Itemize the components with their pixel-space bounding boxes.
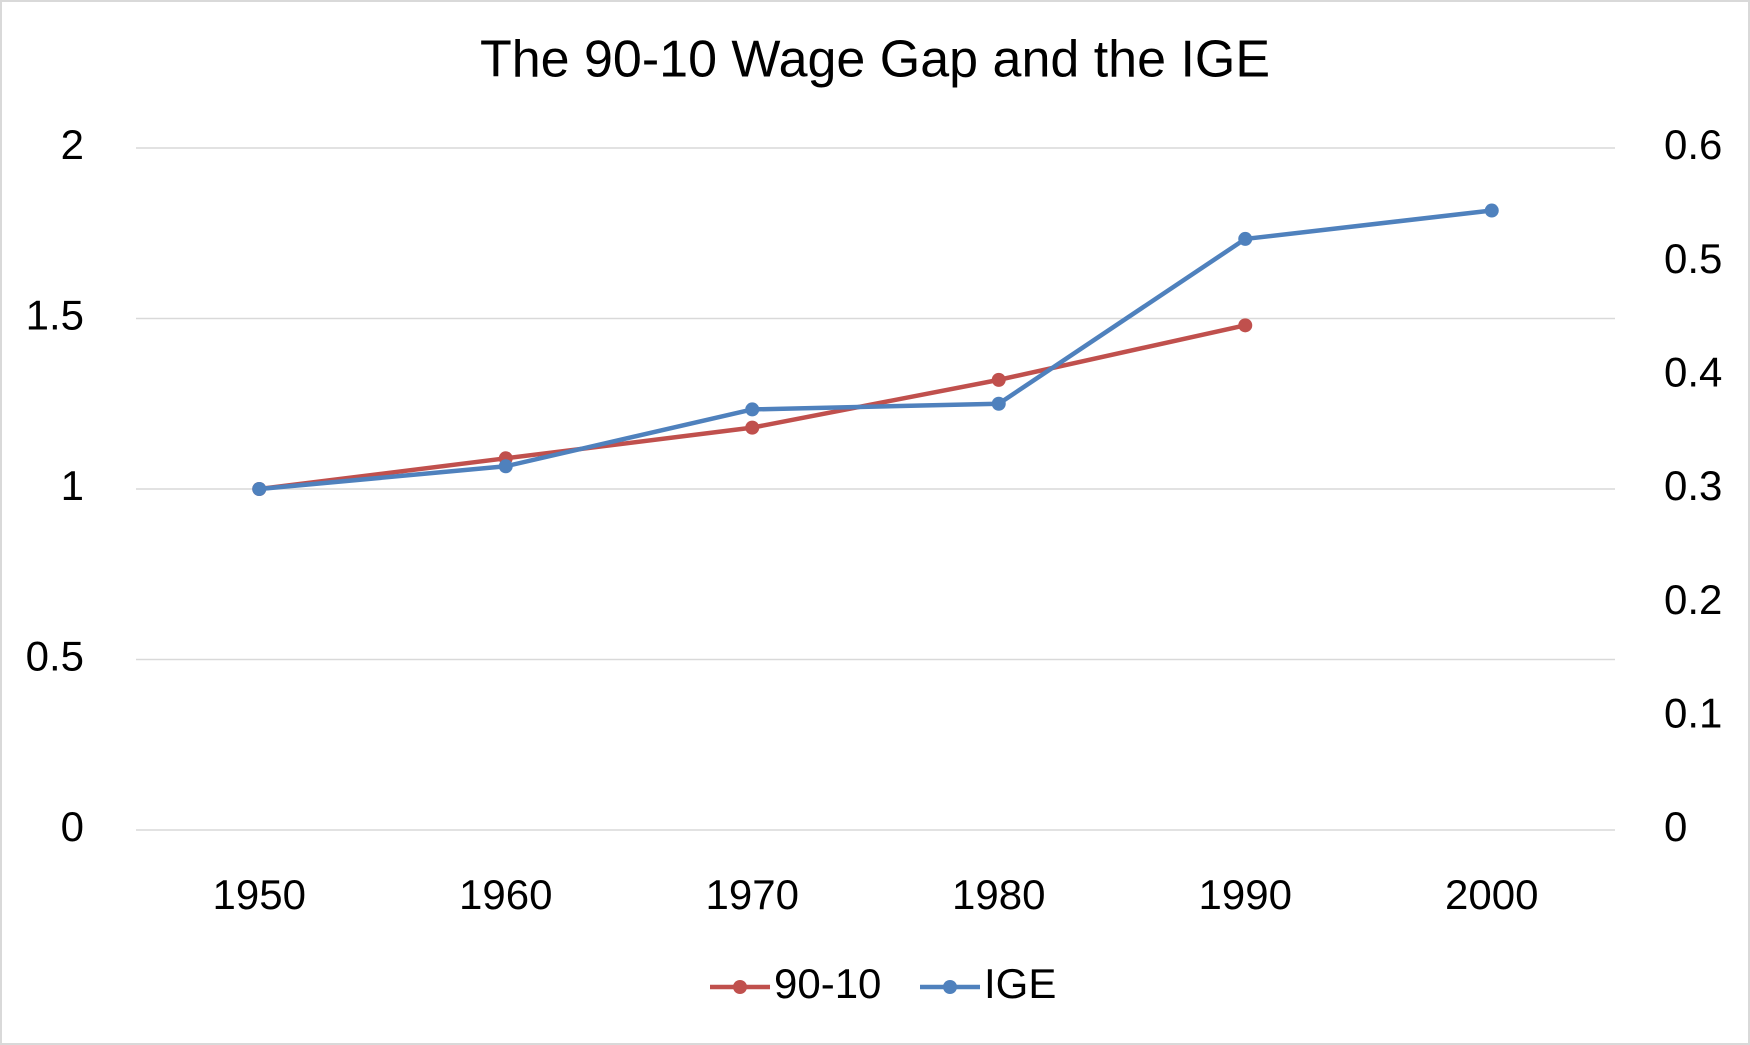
x-tick-label: 1960 (459, 871, 552, 918)
data-point (991, 372, 1006, 387)
chart-title: The 90-10 Wage Gap and the IGE (480, 31, 1270, 89)
x-tick-label: 1970 (706, 871, 799, 918)
x-tick-label: 1980 (952, 871, 1045, 918)
y2-tick-label: 0.3 (1664, 462, 1722, 509)
series-line (259, 208, 1493, 492)
y2-tick-label: 0.6 (1664, 121, 1722, 168)
data-point (498, 459, 513, 474)
legend-marker (733, 980, 747, 994)
y2-tick-label: 0 (1664, 803, 1687, 850)
y-tick-label: 1.5 (26, 292, 84, 339)
legend-label: 90-10 (774, 960, 881, 1007)
y2-tick-label: 0.5 (1664, 235, 1722, 282)
data-point (745, 420, 760, 435)
data-point (1238, 318, 1253, 333)
x-tick-label: 1990 (1199, 871, 1292, 918)
data-point (1484, 203, 1499, 218)
data-point (1238, 231, 1253, 246)
data-point (745, 402, 760, 417)
y-tick-label: 1 (61, 462, 84, 509)
y-tick-label: 0 (61, 803, 84, 850)
x-tick-label: 1950 (213, 871, 306, 918)
y-tick-label: 0.5 (26, 633, 84, 680)
y2-tick-label: 0.1 (1664, 689, 1722, 736)
x-tick-label: 2000 (1445, 871, 1538, 918)
y2-tick-label: 0.4 (1664, 348, 1722, 395)
data-point (252, 482, 267, 496)
y2-tick-label: 0.2 (1664, 576, 1722, 623)
legend-label: IGE (984, 960, 1056, 1007)
data-point (991, 396, 1006, 411)
legend-marker (943, 980, 957, 994)
y-tick-label: 2 (61, 121, 84, 168)
